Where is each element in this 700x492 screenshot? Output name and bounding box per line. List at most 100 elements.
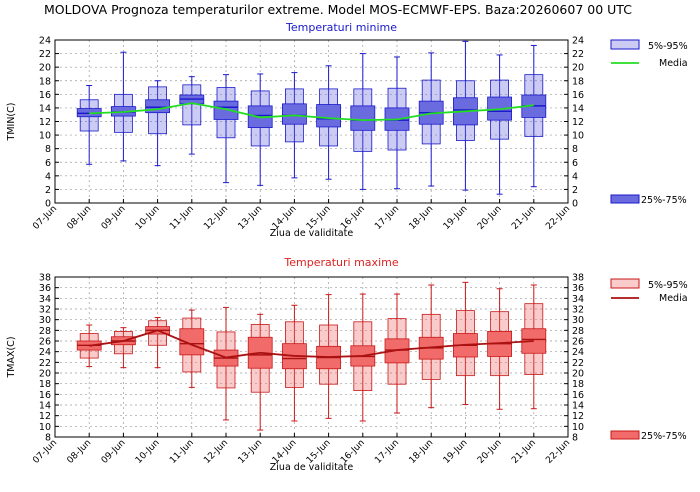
box-10-Jun bbox=[145, 80, 171, 167]
box-20-Jun bbox=[487, 288, 513, 410]
y-axis-label: TMAX(C) bbox=[6, 336, 17, 378]
y-tick-label-right: 20 bbox=[572, 63, 584, 74]
x-tick-label: 17-Jun bbox=[373, 438, 401, 466]
mean-line bbox=[89, 102, 534, 122]
y-tick-label-right: 2 bbox=[572, 185, 578, 196]
x-tick-label: 11-Jun bbox=[168, 204, 196, 232]
y-tick-label-left: 6 bbox=[45, 158, 51, 169]
y-tick-label-left: 2 bbox=[45, 185, 51, 196]
x-tick-label: 20-Jun bbox=[476, 204, 504, 232]
y-tick-label-right: 8 bbox=[572, 433, 578, 444]
box-11-Jun bbox=[179, 76, 205, 155]
iqr-box bbox=[350, 105, 376, 131]
box-21-Jun bbox=[521, 284, 547, 410]
iqr-box bbox=[281, 103, 307, 125]
y-tick-label-right: 6 bbox=[572, 158, 578, 169]
x-tick-label: 18-Jun bbox=[408, 438, 436, 466]
x-tick-label: 08-Jun bbox=[66, 438, 94, 466]
y-tick-label-left: 18 bbox=[39, 76, 51, 87]
y-tick-label-left: 4 bbox=[45, 171, 51, 182]
boxplot-series bbox=[76, 40, 547, 195]
y-tick-label-left: 24 bbox=[39, 36, 51, 47]
y-tick-label-right: 16 bbox=[572, 90, 584, 101]
y-tick-label-left: 26 bbox=[39, 337, 51, 348]
iqr-box bbox=[316, 104, 342, 128]
x-tick-label: 10-Jun bbox=[134, 204, 162, 232]
y-tick-label-right: 16 bbox=[572, 390, 584, 401]
legend-outer-label: 5%-95% bbox=[648, 41, 688, 52]
x-tick-label: 13-Jun bbox=[237, 204, 265, 232]
x-tick-label: 09-Jun bbox=[100, 204, 128, 232]
legend: 5%-95% Media 25%-75% bbox=[610, 39, 688, 206]
legend-outer-swatch bbox=[610, 39, 640, 50]
y-tick-label-right: 24 bbox=[572, 347, 584, 358]
x-tick-label: 22-Jun bbox=[544, 438, 572, 466]
box-21-Jun bbox=[521, 44, 547, 188]
legend-mean-label: Media bbox=[659, 293, 688, 304]
y-tick-label-right: 30 bbox=[572, 315, 584, 326]
panel-title: Temperaturi maxime bbox=[283, 256, 398, 269]
x-tick-label: 18-Jun bbox=[408, 204, 436, 232]
box-10-Jun bbox=[145, 317, 171, 369]
y-tick-label-left: 16 bbox=[39, 390, 51, 401]
x-tick-label: 13-Jun bbox=[237, 438, 265, 466]
y-tick-label-right: 22 bbox=[572, 358, 584, 369]
box-18-Jun bbox=[418, 52, 444, 187]
x-tick-label: 20-Jun bbox=[476, 438, 504, 466]
y-tick-label-right: 18 bbox=[572, 379, 584, 390]
legend-outer-swatch bbox=[610, 278, 640, 289]
y-tick-label-left: 16 bbox=[39, 90, 51, 101]
legend-box-label: 25%-75% bbox=[641, 195, 687, 206]
x-tick-label: 09-Jun bbox=[100, 438, 128, 466]
y-tick-label-left: 12 bbox=[39, 411, 51, 422]
box-09-Jun bbox=[111, 51, 136, 162]
legend-box-label: 25%-75% bbox=[641, 431, 687, 442]
y-tick-label-left: 8 bbox=[45, 144, 51, 155]
y-tick-label-right: 8 bbox=[572, 144, 578, 155]
box-12-Jun bbox=[213, 74, 239, 184]
y-tick-label-left: 20 bbox=[39, 63, 51, 74]
y-tick-label-right: 22 bbox=[572, 49, 584, 60]
x-tick-label: 21-Jun bbox=[510, 204, 538, 232]
box-17-Jun bbox=[384, 293, 410, 414]
box-13-Jun bbox=[247, 73, 273, 186]
x-tick-label: 12-Jun bbox=[202, 438, 230, 466]
y-tick-label-right: 4 bbox=[572, 171, 578, 182]
legend-box-swatch bbox=[610, 194, 640, 204]
y-tick-label-left: 30 bbox=[39, 315, 51, 326]
y-tick-label-right: 34 bbox=[572, 294, 584, 305]
y-tick-label-right: 24 bbox=[572, 36, 584, 47]
y-tick-label-left: 8 bbox=[45, 433, 51, 444]
y-tick-label-left: 12 bbox=[39, 117, 51, 128]
y-tick-label-left: 10 bbox=[39, 422, 51, 433]
y-axis-label: TMIN(C) bbox=[6, 103, 17, 142]
y-tick-label-right: 12 bbox=[572, 411, 584, 422]
iqr-box bbox=[213, 100, 239, 120]
box-13-Jun bbox=[247, 313, 273, 431]
box-08-Jun bbox=[76, 85, 102, 165]
box-19-Jun bbox=[452, 281, 478, 405]
y-tick-label-left: 20 bbox=[39, 369, 51, 380]
y-tick-label-left: 24 bbox=[39, 347, 51, 358]
x-axis-label: Ziua de validitate bbox=[270, 228, 354, 239]
y-tick-label-right: 38 bbox=[572, 273, 584, 284]
y-tick-label-left: 32 bbox=[39, 305, 51, 316]
y-tick-label-left: 14 bbox=[39, 103, 51, 114]
figure-title: MOLDOVA Prognoza temperaturilor extreme.… bbox=[44, 2, 632, 17]
mean-line bbox=[89, 329, 534, 359]
legend-box-swatch bbox=[610, 430, 640, 440]
panel-title: Temperaturi minime bbox=[285, 21, 397, 34]
x-tick-label: 22-Jun bbox=[544, 204, 572, 232]
y-tick-label-right: 0 bbox=[572, 199, 578, 210]
plot-frame bbox=[54, 276, 569, 438]
y-tick-label-right: 14 bbox=[572, 103, 584, 114]
box-11-Jun bbox=[179, 309, 205, 388]
x-tick-label: 21-Jun bbox=[510, 438, 538, 466]
y-tick-label-right: 26 bbox=[572, 337, 584, 348]
x-tick-label: 19-Jun bbox=[442, 204, 470, 232]
legend-mean-label: Media bbox=[659, 58, 688, 69]
y-tick-label-right: 18 bbox=[572, 76, 584, 87]
